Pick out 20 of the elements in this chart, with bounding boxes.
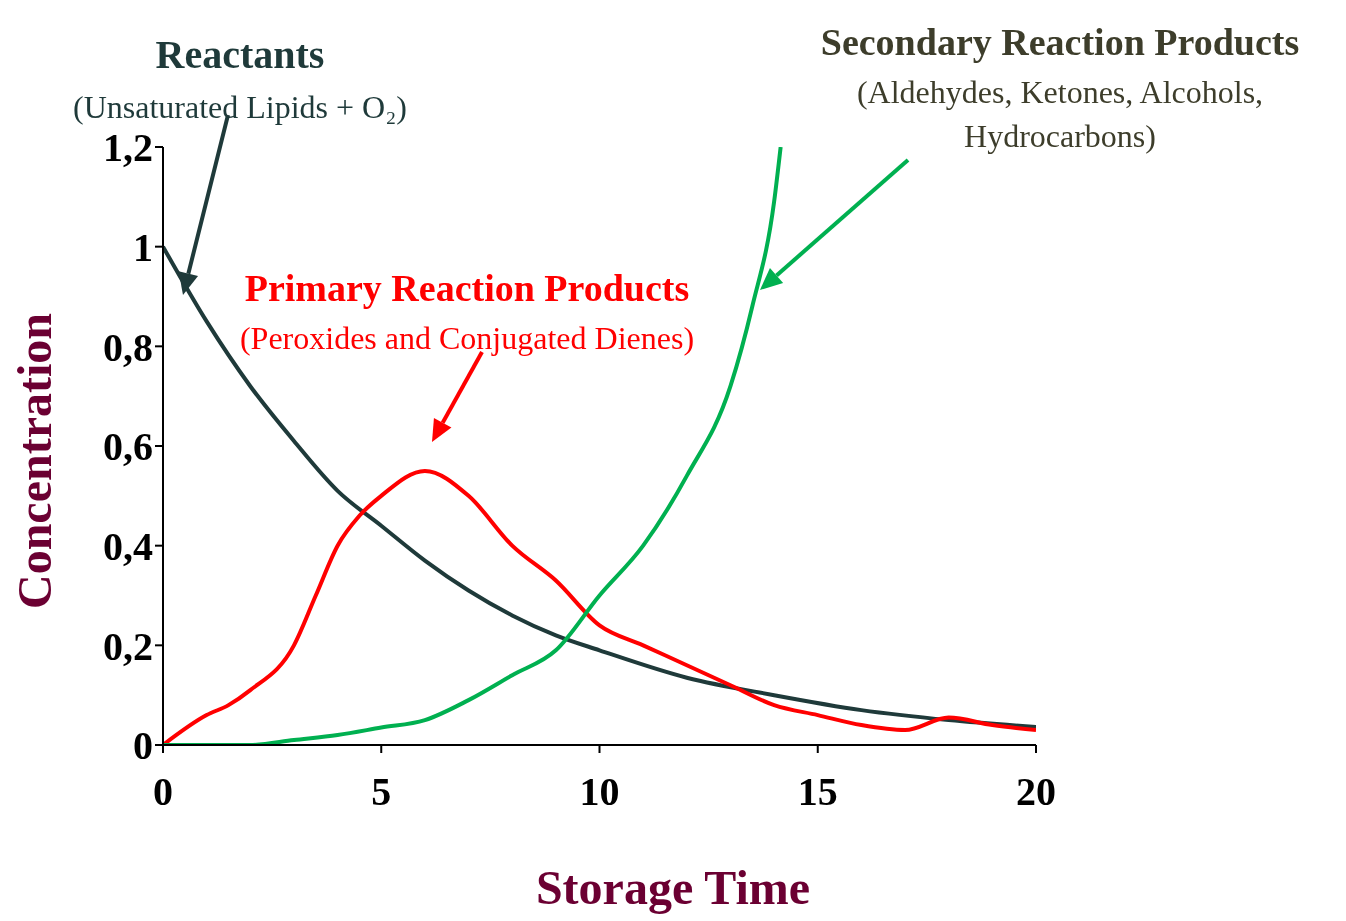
line-series: [163, 244, 1036, 730]
y-tick-label: 1,2: [103, 125, 153, 171]
annotation: (Peroxides and Conjugated Dienes): [238, 319, 696, 358]
x-tick-label: 15: [797, 769, 838, 815]
text: Reactants: [154, 32, 326, 77]
text: Secondary Reaction Products: [819, 21, 1301, 64]
x-tick-label: 10: [579, 769, 620, 815]
y-tick-label: 0: [133, 723, 153, 769]
y-axis-title: Concentration: [7, 312, 62, 611]
y-tick-label: 0,6: [103, 424, 153, 470]
x-tick-label: 20: [1016, 769, 1056, 815]
x-axis-title: Storage Time: [534, 860, 812, 916]
text: (Unsaturated Lipids + O₂): [72, 89, 407, 125]
y-tick-label: 1: [133, 224, 153, 270]
x-tick-label: 5: [371, 769, 392, 815]
annotation: (Aldehydes, Ketones, Alcohols, Hydrocarbons): [855, 73, 1265, 156]
y-tick-label: 0,4: [103, 523, 153, 569]
y-tick-label: 0,8: [103, 324, 153, 370]
y-tick-label: 0,2: [103, 623, 153, 669]
annotation: Primary Reaction Products: [243, 267, 691, 310]
